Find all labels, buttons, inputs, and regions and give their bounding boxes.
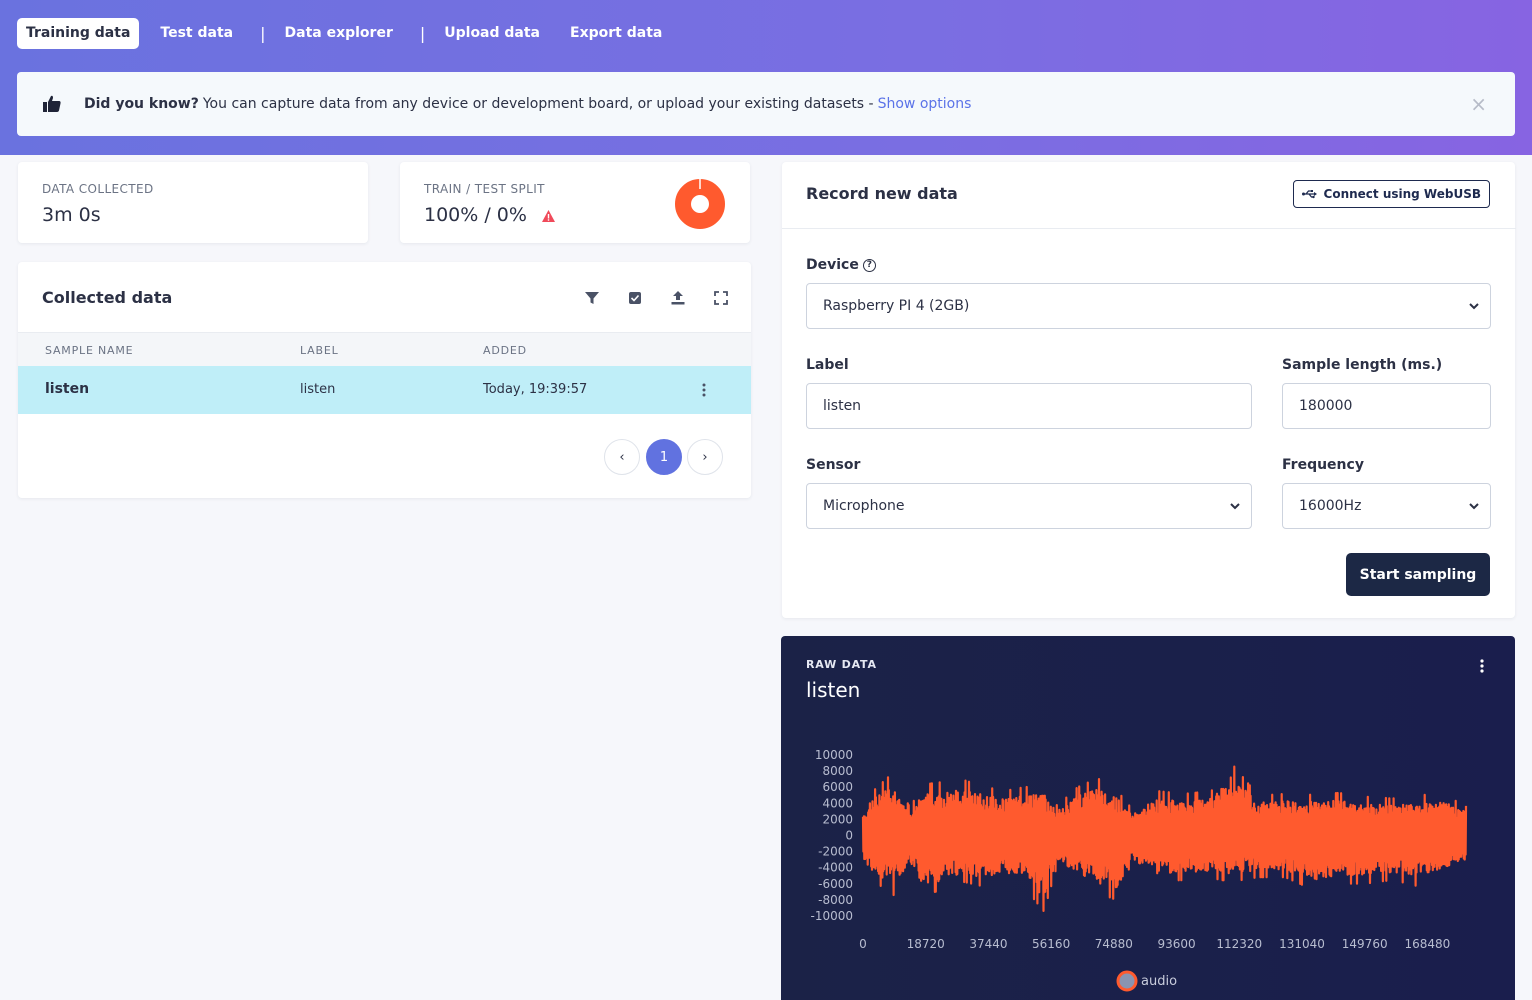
chevron-down-icon (1469, 303, 1479, 310)
start-sampling-button[interactable]: Start sampling (1346, 553, 1490, 596)
sensor-select[interactable]: Microphone (806, 483, 1252, 529)
raw-data-panel: 10000 8000 6000 4000 2000 0 -2000 -4000 -6000 -80… (781, 636, 1515, 1000)
usb-icon (1301, 190, 1317, 199)
nav-separator: | (260, 24, 266, 43)
raw-data-sample-name: listen (806, 678, 861, 702)
split-label: TRAIN / TEST SPLIT (424, 182, 545, 196)
y-tick-label: 8000 (822, 764, 853, 778)
warning-icon (542, 209, 555, 222)
y-tick-label: 6000 (822, 780, 853, 794)
data-collected-label: DATA COLLECTED (42, 182, 154, 196)
y-tick-label: -6000 (818, 877, 853, 891)
connect-webusb-button[interactable]: Connect using WebUSB (1292, 180, 1490, 208)
added-cell: Today, 19:39:57 (483, 382, 588, 397)
toolbar-icons (557, 290, 729, 306)
column-header-sample-name[interactable]: SAMPLE NAME (45, 344, 134, 357)
tip-text: You can capture data from any device or … (202, 96, 874, 112)
device-label: Device? (806, 257, 876, 273)
x-tick-label: 131040 (1279, 937, 1325, 951)
chevron-down-icon (1469, 503, 1479, 510)
pagination-next-button[interactable]: › (687, 439, 723, 475)
help-icon[interactable]: ? (862, 258, 876, 272)
collected-data-card: Collected data SAMPLE NAME LABEL ADDED l… (18, 262, 751, 498)
label-input-value: listen (823, 398, 862, 414)
table-row[interactable]: listen listen Today, 19:39:57 (18, 366, 751, 414)
record-new-data-card: Record new data Connect using WebUSB Dev… (782, 162, 1516, 618)
sensor-label: Sensor (806, 457, 861, 473)
tab-data-explorer[interactable]: Data explorer (284, 25, 393, 41)
device-label-text: Device (806, 257, 859, 273)
split-value: 100% / 0% (424, 204, 527, 226)
tab-export-data[interactable]: Export data (570, 25, 663, 41)
sample-length-label: Sample length (ms.) (1282, 357, 1443, 373)
y-tick-label: 4000 (822, 796, 853, 810)
frequency-label: Frequency (1282, 457, 1364, 473)
pagination-page-button[interactable]: 1 (646, 439, 682, 475)
y-tick-label: 10000 (815, 748, 853, 762)
expand-icon[interactable] (713, 290, 729, 306)
tab-upload-data[interactable]: Upload data (444, 25, 541, 41)
train-test-split-card: TRAIN / TEST SPLIT 100% / 0% (400, 162, 750, 243)
raw-data-chart: 10000 8000 6000 4000 2000 0 -2000 -4000 -6000 -80… (810, 748, 1468, 992)
webusb-label: Connect using WebUSB (1323, 187, 1481, 201)
data-collected-card: DATA COLLECTED 3m 0s (18, 162, 368, 243)
x-tick-label: 112320 (1216, 937, 1262, 951)
row-menu-icon[interactable] (701, 380, 707, 400)
x-tick-label: 18720 (907, 937, 945, 951)
label-input[interactable]: listen (806, 383, 1252, 429)
top-nav: Training data Test data | Data explorer … (17, 18, 683, 49)
y-tick-label: 0 (845, 829, 853, 843)
y-tick-label: 2000 (822, 812, 853, 826)
card-divider (782, 228, 1516, 229)
y-tick-label: -2000 (818, 845, 853, 859)
x-tick-label: 74880 (1095, 937, 1133, 951)
tip-title: Did you know? (84, 96, 199, 112)
y-tick-label: -4000 (818, 861, 853, 875)
upload-icon[interactable] (670, 290, 686, 306)
raw-data-caption: RAW DATA (806, 658, 877, 671)
x-tick-label: 0 (859, 937, 867, 951)
frequency-select[interactable]: 16000Hz (1282, 483, 1491, 529)
split-value-row: 100% / 0% (424, 204, 556, 226)
show-options-link[interactable]: Show options (877, 96, 972, 112)
tab-test-data[interactable]: Test data (160, 25, 234, 41)
label-field-label: Label (806, 357, 849, 373)
y-tick-label: -10000 (810, 909, 853, 923)
x-tick-label: 93600 (1157, 937, 1195, 951)
column-header-label[interactable]: LABEL (300, 344, 339, 357)
data-collected-value: 3m 0s (42, 204, 101, 226)
legend-marker-audio (1116, 970, 1138, 992)
sample-name-cell: listen (45, 381, 90, 397)
select-checkbox-icon[interactable] (627, 290, 643, 306)
record-title: Record new data (806, 184, 958, 203)
label-cell: listen (300, 382, 336, 397)
legend-label-audio: audio (1141, 974, 1177, 989)
split-donut-chart (675, 179, 725, 229)
device-select[interactable]: Raspberry PI 4 (2GB) (806, 283, 1491, 329)
x-tick-label: 56160 (1032, 937, 1070, 951)
sensor-select-value: Microphone (823, 498, 905, 514)
tab-training-data[interactable]: Training data (17, 18, 140, 49)
filter-icon[interactable] (584, 290, 600, 306)
close-icon[interactable]: × (1470, 92, 1487, 116)
panel-menu-icon[interactable] (1479, 658, 1485, 674)
sample-length-value: 180000 (1299, 398, 1353, 414)
column-header-added[interactable]: ADDED (483, 344, 527, 357)
y-tick-label: -8000 (818, 893, 853, 907)
x-tick-label: 37440 (969, 937, 1007, 951)
collected-data-title: Collected data (42, 288, 173, 307)
x-tick-label: 149760 (1342, 937, 1388, 951)
sample-length-input[interactable]: 180000 (1282, 383, 1491, 429)
series-line-audio (861, 765, 1468, 912)
frequency-select-value: 16000Hz (1299, 498, 1362, 514)
chevron-down-icon (1230, 503, 1240, 510)
table-header: SAMPLE NAME LABEL ADDED (18, 332, 751, 366)
tip-banner: Did you know? You can capture data from … (17, 72, 1515, 136)
nav-separator: | (419, 24, 426, 43)
pagination-prev-button[interactable]: ‹ (604, 439, 640, 475)
x-tick-label: 168480 (1405, 937, 1451, 951)
device-select-value: Raspberry PI 4 (2GB) (823, 298, 970, 314)
thumbs-up-icon (43, 95, 61, 112)
